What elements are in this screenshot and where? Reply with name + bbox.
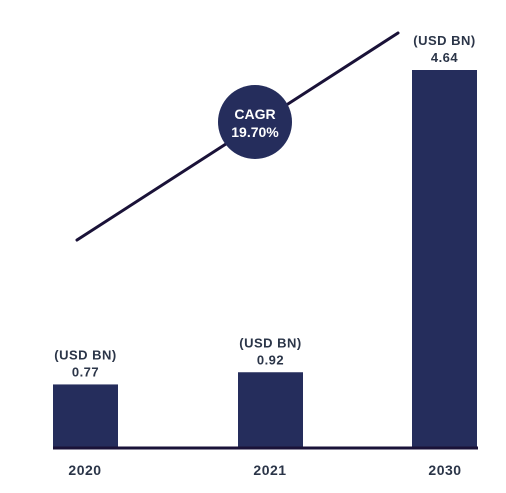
cagr-badge-circle xyxy=(218,85,292,159)
value-label-2021: 0.92 xyxy=(257,352,284,367)
unit-label-2021: (USD BN) xyxy=(239,335,302,350)
bar-2030 xyxy=(412,70,477,447)
unit-label-2020: (USD BN) xyxy=(54,347,117,362)
cagr-badge-value: 19.70% xyxy=(231,124,279,140)
bar-2021 xyxy=(238,372,303,447)
x-tick-2030: 2030 xyxy=(428,462,461,478)
unit-label-2030: (USD BN) xyxy=(413,33,476,48)
value-label-2030: 4.64 xyxy=(431,50,459,65)
x-tick-2021: 2021 xyxy=(253,462,286,478)
cagr-badge: CAGR 19.70% xyxy=(218,85,292,159)
x-tick-labels: 2020 2021 2030 xyxy=(68,462,461,478)
value-label-2020: 0.77 xyxy=(72,364,99,379)
labels-group: (USD BN) 0.77 (USD BN) 0.92 (USD BN) 4.64 xyxy=(54,33,476,379)
bar-2020 xyxy=(53,384,118,447)
cagr-badge-title: CAGR xyxy=(234,106,275,122)
bars-group xyxy=(53,70,477,447)
x-tick-2020: 2020 xyxy=(68,462,101,478)
